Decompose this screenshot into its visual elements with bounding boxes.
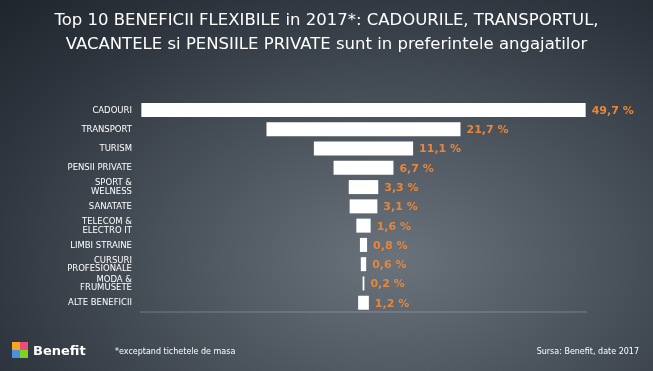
svg-text:49,7 %: 49,7 % [592, 104, 634, 117]
svg-text:11,1 %: 11,1 % [419, 142, 461, 155]
svg-text:SANATATE: SANATATE [89, 201, 132, 211]
svg-text:PENSII PRIVATE: PENSII PRIVATE [68, 162, 133, 172]
svg-text:0,8 %: 0,8 % [373, 239, 407, 252]
svg-text:MODA &FRUMUSETE: MODA &FRUMUSETE [80, 274, 132, 293]
html-text:*exceptand tichetele de masa: *exceptand tichetele de masa [115, 347, 236, 356]
svg-text:21,7 %: 21,7 % [466, 123, 508, 136]
svg-text:ALTE BENEFICII: ALTE BENEFICII [68, 297, 132, 307]
svg-text:3,3 %: 3,3 % [384, 181, 418, 194]
svg-text:0,2 %: 0,2 % [370, 277, 404, 290]
svg-text:1,2 %: 1,2 % [375, 297, 409, 310]
svg-text:3,1 %: 3,1 % [383, 200, 417, 213]
svg-text:TRANSPORT: TRANSPORT [80, 124, 132, 134]
svg-text:TELECOM &ELECTRO IT: TELECOM &ELECTRO IT [81, 216, 133, 235]
svg-text:SPORT &WELNESS: SPORT &WELNESS [91, 177, 132, 196]
html-text:Top 10 BENEFICII FLEXIBILE in: Top 10 BENEFICII FLEXIBILE in 2017*: CAD… [54, 10, 599, 53]
svg-text:6,7 %: 6,7 % [399, 162, 433, 175]
svg-text:0,6 %: 0,6 % [372, 258, 406, 271]
svg-text:1,6 %: 1,6 % [377, 220, 411, 233]
svg-text:LIMBI STRAINE: LIMBI STRAINE [70, 240, 132, 250]
svg-text:CADOURI: CADOURI [92, 105, 132, 115]
svg-text:CURSURIPROFESIONALE: CURSURIPROFESIONALE [67, 255, 132, 274]
html-text:Benefit: Benefit [33, 342, 86, 358]
html-text:Sursa: Benefit, date 2017: Sursa: Benefit, date 2017 [536, 347, 639, 356]
svg-text:TURISM: TURISM [98, 143, 132, 153]
